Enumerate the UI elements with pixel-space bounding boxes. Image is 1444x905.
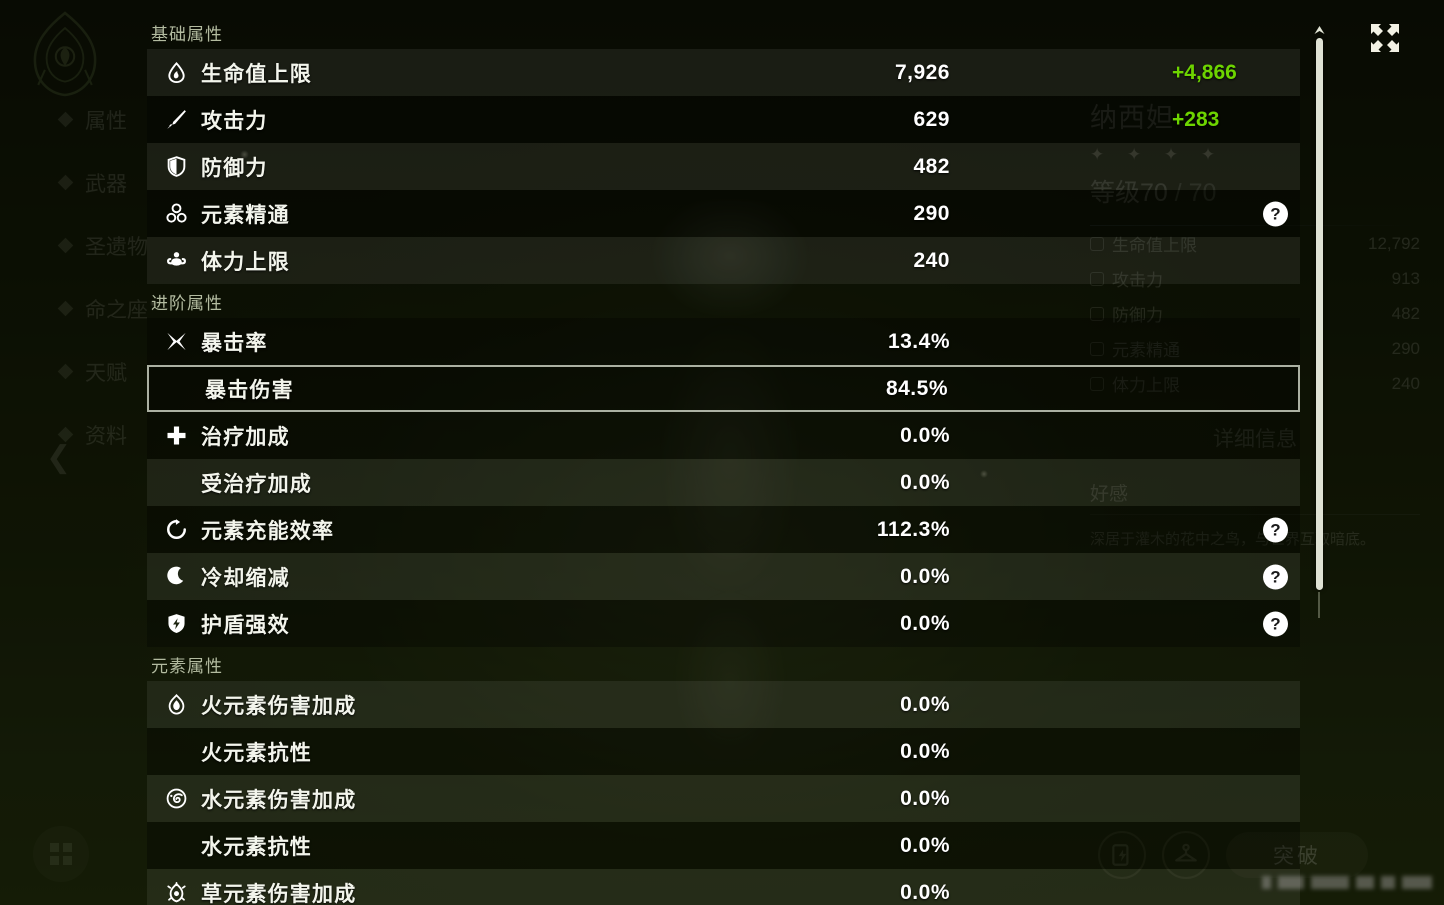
attack-sword-icon [165,108,201,131]
attribute-row[interactable]: 暴击伤害 84.5% [147,365,1300,412]
attribute-row[interactable]: 护盾强效 0.0%? [147,600,1300,647]
attribute-row[interactable]: 草元素伤害加成 0.0% [147,869,1300,905]
defense-shield-icon [165,155,201,178]
attribute-value: 0.0% [900,470,950,494]
scroll-up-arrow-icon[interactable] [1313,25,1326,35]
energy-recharge-icon [165,518,201,541]
attribute-row[interactable]: 暴击率 13.4% [147,318,1300,365]
attribute-name: 元素充能效率 [201,519,335,543]
scrollbar-thumb[interactable] [1316,38,1323,590]
attribute-row[interactable]: 元素充能效率 112.3%? [147,506,1300,553]
attribute-row[interactable]: 冷却缩减 0.0%? [147,553,1300,600]
attributes-list: 基础属性生命值上限 7,926 +4,866 攻击力 629 +283 防御力 482 元素精通… [147,15,1300,905]
dendro-icon [165,881,201,904]
attribute-row[interactable]: 生命值上限 7,926 +4,866 [147,49,1300,96]
stamina-icon [165,249,201,272]
attribute-bonus: +283 [1172,107,1220,131]
attribute-value: 7,926 [894,60,950,84]
section-title-elemental: 元素属性 [151,657,223,676]
attribute-value: 0.0% [900,833,950,857]
hydro-icon [165,787,201,810]
attribute-name: 水元素伤害加成 [201,788,357,812]
attribute-name: 防御力 [201,156,268,180]
help-icon[interactable]: ? [1263,517,1288,542]
section-title-base: 基础属性 [151,25,223,44]
attribute-bonus: +4,866 [1172,60,1237,84]
help-icon[interactable]: ? [1263,564,1288,589]
attribute-value: 0.0% [900,786,950,810]
close-icon [1371,24,1399,52]
pyro-icon [165,693,201,716]
close-button[interactable] [1360,13,1410,63]
healing-bonus-icon [165,424,201,447]
attribute-value: 290 [913,201,950,225]
attribute-value: 84.5% [885,376,948,400]
attribute-value: 482 [913,154,950,178]
attribute-value: 13.4% [887,329,950,353]
attribute-name: 草元素伤害加成 [201,882,357,905]
attribute-name: 护盾强效 [201,613,290,637]
attribute-value: 0.0% [900,880,950,904]
attribute-value: 0.0% [900,611,950,635]
attribute-value: 240 [913,248,950,272]
attribute-row[interactable]: 体力上限 240 [147,237,1300,284]
attribute-row[interactable]: 治疗加成 0.0% [147,412,1300,459]
attribute-value: 0.0% [900,692,950,716]
elemental-mastery-icon [165,202,201,225]
vertical-scrollbar[interactable] [1316,30,1323,590]
attribute-name: 冷却缩减 [201,566,290,590]
attribute-row[interactable]: 水元素抗性 0.0% [147,822,1300,869]
attribute-row[interactable]: 火元素抗性 0.0% [147,728,1300,775]
help-icon[interactable]: ? [1263,201,1288,226]
shield-strength-icon [165,612,201,635]
attribute-name: 暴击伤害 [205,378,294,402]
attribute-name: 元素精通 [201,203,290,227]
hp-droplet-icon [165,61,201,84]
attribute-value: 112.3% [876,517,950,541]
attribute-row[interactable]: 攻击力 629 +283 [147,96,1300,143]
attribute-row[interactable]: 防御力 482 [147,143,1300,190]
attribute-row[interactable]: 元素精通 290? [147,190,1300,237]
crit-rate-icon [165,330,201,353]
attribute-value: 629 [913,107,950,131]
cooldown-moon-icon [165,565,201,588]
scrollbar-track-tail [1318,592,1320,618]
attribute-name: 攻击力 [201,109,268,133]
attribute-value: 0.0% [900,423,950,447]
attribute-value: 0.0% [900,564,950,588]
attribute-name: 火元素伤害加成 [201,694,357,718]
attribute-name: 体力上限 [201,250,290,274]
attribute-row[interactable]: 火元素伤害加成 0.0% [147,681,1300,728]
attribute-row[interactable]: 受治疗加成 0.0% [147,459,1300,506]
attribute-value: 0.0% [900,739,950,763]
attribute-name: 受治疗加成 [201,472,312,496]
attribute-name: 暴击率 [201,331,268,355]
attribute-name: 火元素抗性 [201,741,312,765]
attribute-name: 生命值上限 [201,62,312,86]
attribute-name: 治疗加成 [201,425,290,449]
attribute-name: 水元素抗性 [201,835,312,859]
help-icon[interactable]: ? [1263,611,1288,636]
section-title-advanced: 进阶属性 [151,294,223,313]
attribute-row[interactable]: 水元素伤害加成 0.0% [147,775,1300,822]
